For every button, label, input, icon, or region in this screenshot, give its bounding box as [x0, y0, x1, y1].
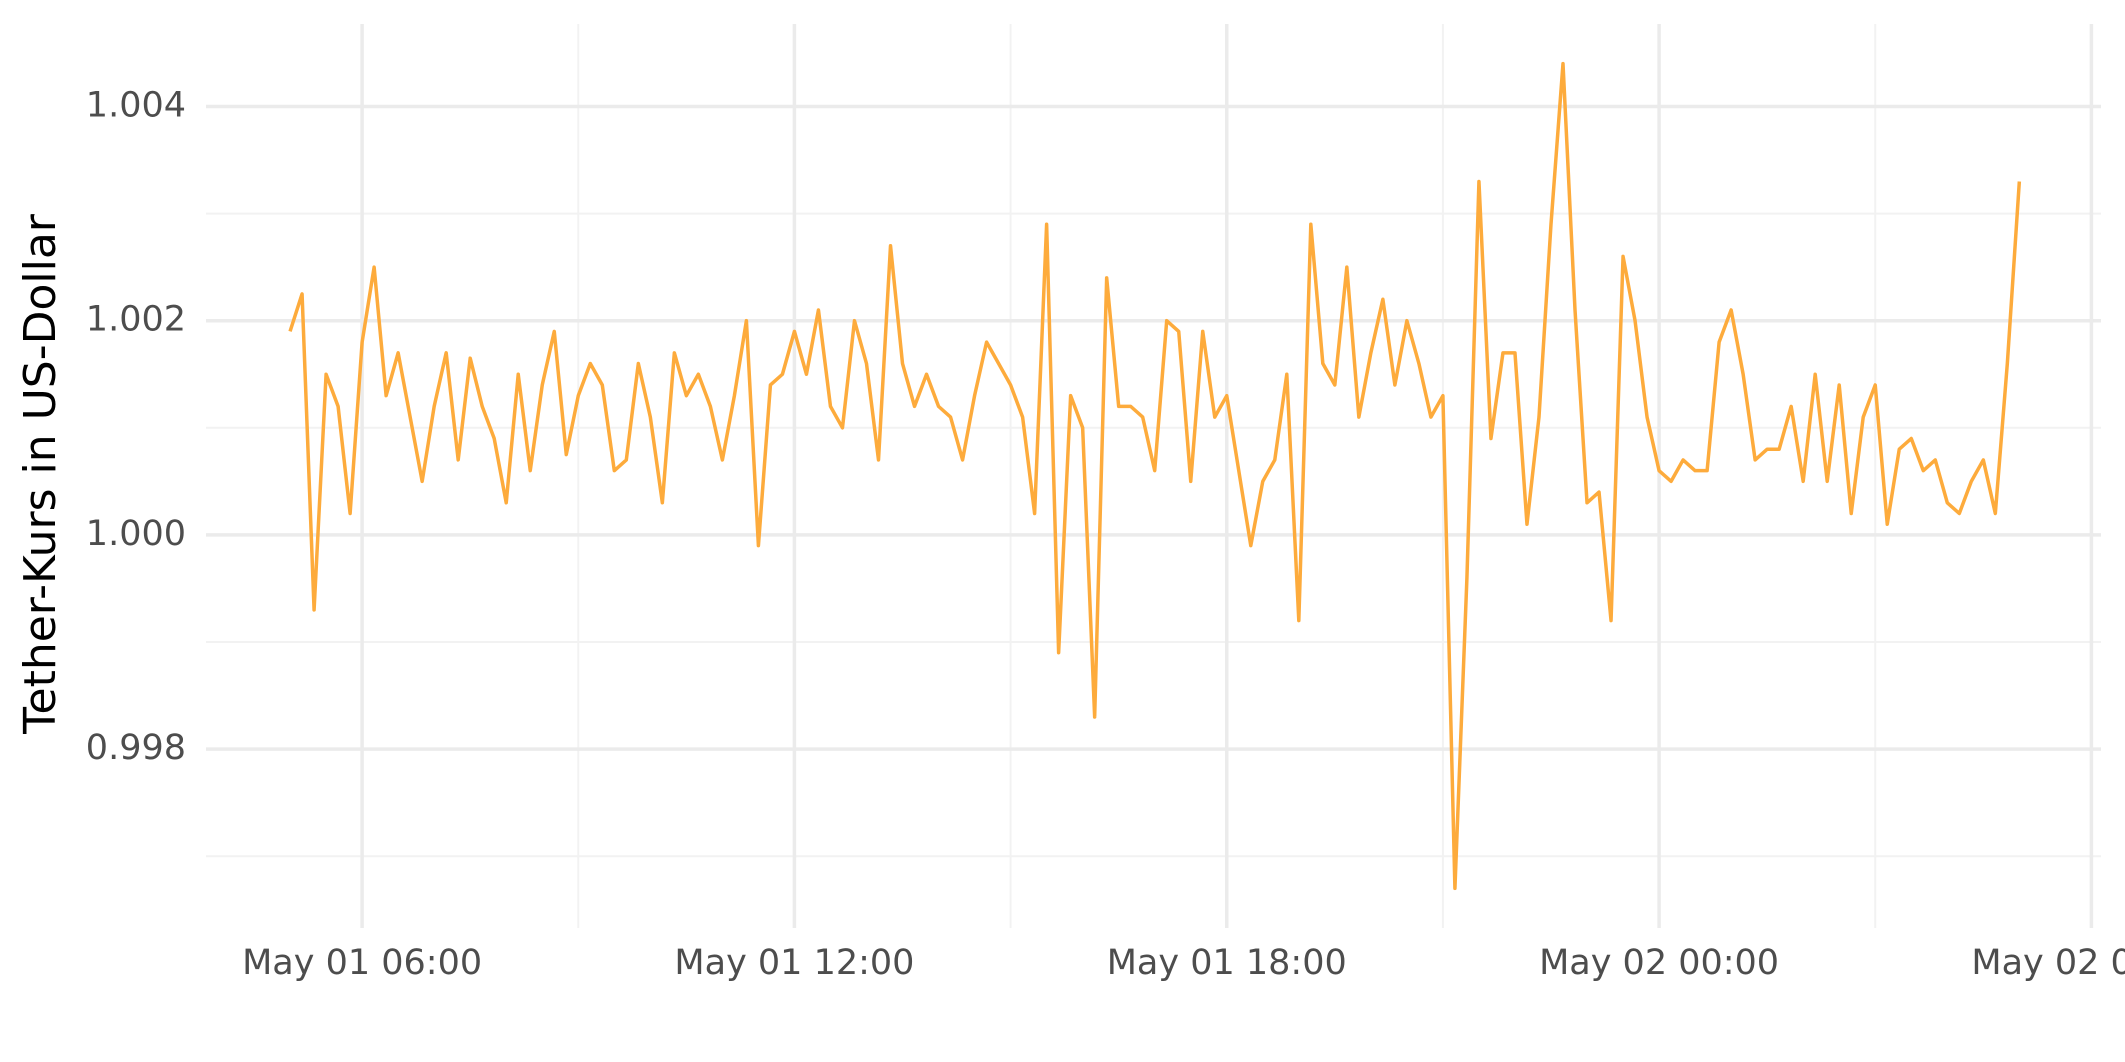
x-tick-label: May 01 12:00 [674, 943, 914, 983]
y-tick-label: 1.004 [86, 85, 186, 125]
labels: 0.998 1.000 1.002 1.004 May 01 06:00 May 01 1… [86, 85, 2125, 983]
x-tick-label: May 02 00:00 [1539, 943, 1779, 983]
x-tick-label: May 01 06:00 [242, 943, 482, 983]
y-tick-label: 1.002 [86, 300, 186, 340]
data-line [288, 61, 2022, 891]
y-tick-label: 0.998 [86, 728, 186, 768]
marks [288, 61, 2022, 891]
x-tick-label: May 01 18:00 [1107, 943, 1347, 983]
y-axis-title: Tether-Kurs in US-Dollar [15, 213, 66, 735]
x-tick-label: May 02 06:00 [1971, 943, 2125, 983]
grid [206, 24, 2101, 928]
y-tick-label: 1.000 [86, 514, 186, 554]
